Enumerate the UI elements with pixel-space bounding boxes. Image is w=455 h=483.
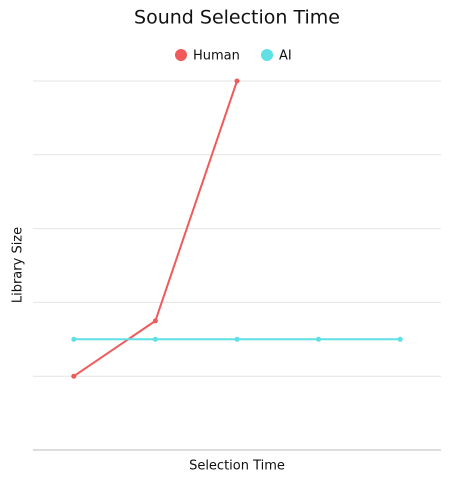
legend-swatch bbox=[175, 49, 187, 61]
x-axis-label: Selection Time bbox=[189, 459, 285, 474]
data-point bbox=[234, 336, 240, 342]
data-point bbox=[71, 373, 77, 379]
chart-title: Sound Selection Time bbox=[134, 7, 340, 29]
data-point bbox=[234, 78, 240, 84]
data-point bbox=[152, 336, 158, 342]
data-point bbox=[397, 336, 403, 342]
data-point bbox=[71, 336, 77, 342]
data-point bbox=[316, 336, 322, 342]
data-point bbox=[152, 318, 158, 324]
legend-label: AI bbox=[279, 49, 292, 64]
legend-swatch bbox=[261, 49, 273, 61]
legend-label: Human bbox=[193, 49, 240, 64]
y-axis-label: Library Size bbox=[11, 227, 26, 303]
